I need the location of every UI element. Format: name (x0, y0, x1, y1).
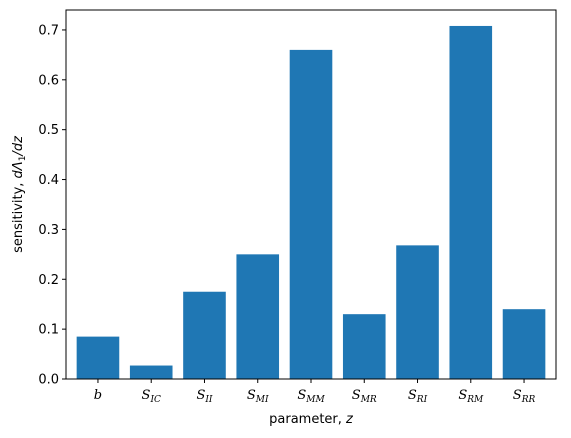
bar-2 (183, 291, 226, 379)
bar-7 (449, 25, 493, 379)
y-tick-label: 0.5 (38, 123, 59, 138)
bar-3 (236, 254, 280, 379)
x-axis: b SIC SII SMI SMM SMR SRI SRM SRR (94, 379, 536, 405)
bars-group (76, 25, 546, 379)
bar-1 (129, 365, 173, 379)
y-tick-label: 0.6 (38, 73, 59, 88)
x-tick-label: SMR (352, 388, 377, 405)
x-tick-label: SMI (247, 388, 269, 405)
bar-0 (76, 336, 120, 379)
y-tick-label: 0.7 (38, 23, 59, 38)
x-tick-label: SII (196, 388, 212, 405)
x-tick-label: SMM (297, 388, 325, 405)
bar-6 (396, 245, 439, 379)
x-tick-label: SIC (142, 388, 161, 405)
y-tick-label: 0.1 (38, 323, 59, 338)
bar-8 (502, 309, 546, 379)
x-tick-label: b (94, 388, 102, 403)
bar-5 (342, 314, 386, 379)
x-tick-label: SRR (513, 388, 536, 405)
y-axis: 0.0 0.1 0.2 0.3 0.4 0.5 0.6 0.7 (38, 23, 66, 388)
y-tick-label: 0.2 (38, 273, 59, 288)
bar-4 (289, 49, 333, 379)
x-tick-label: SRI (408, 388, 428, 405)
y-tick-label: 0.3 (38, 223, 59, 238)
y-tick-label: 0.4 (38, 173, 59, 188)
x-axis-label: parameter, z (269, 412, 354, 427)
y-axis-label: sensitivity, dΛ1/dz (11, 135, 28, 253)
y-tick-label: 0.0 (38, 373, 59, 388)
x-tick-label: SRM (458, 388, 484, 405)
